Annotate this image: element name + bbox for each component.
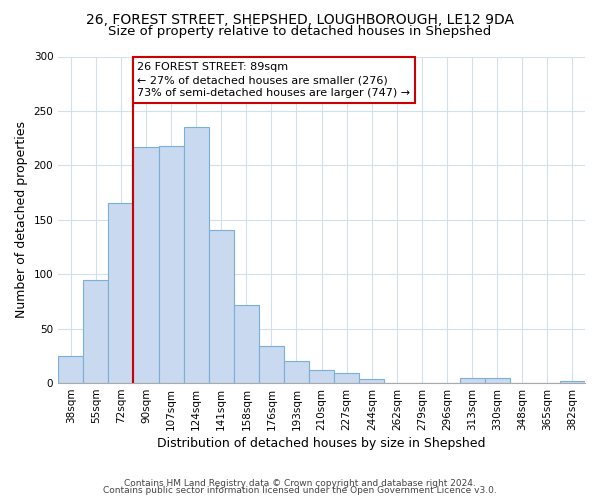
Text: Contains HM Land Registry data © Crown copyright and database right 2024.: Contains HM Land Registry data © Crown c… <box>124 478 476 488</box>
Text: Size of property relative to detached houses in Shepshed: Size of property relative to detached ho… <box>109 25 491 38</box>
X-axis label: Distribution of detached houses by size in Shepshed: Distribution of detached houses by size … <box>157 437 486 450</box>
Bar <box>284 362 309 383</box>
Bar <box>259 346 284 383</box>
Bar <box>309 370 334 383</box>
Bar <box>58 356 83 383</box>
Bar <box>234 304 259 383</box>
Text: Contains public sector information licensed under the Open Government Licence v3: Contains public sector information licen… <box>103 486 497 495</box>
Bar <box>158 146 184 383</box>
Y-axis label: Number of detached properties: Number of detached properties <box>15 122 28 318</box>
Bar <box>184 128 209 383</box>
Text: 26, FOREST STREET, SHEPSHED, LOUGHBOROUGH, LE12 9DA: 26, FOREST STREET, SHEPSHED, LOUGHBOROUG… <box>86 12 514 26</box>
Bar <box>334 374 359 383</box>
Bar <box>83 280 109 383</box>
Bar <box>460 378 485 383</box>
Bar <box>560 381 585 383</box>
Text: 26 FOREST STREET: 89sqm
← 27% of detached houses are smaller (276)
73% of semi-d: 26 FOREST STREET: 89sqm ← 27% of detache… <box>137 62 410 98</box>
Bar <box>133 147 158 383</box>
Bar <box>209 230 234 383</box>
Bar <box>485 378 510 383</box>
Bar <box>359 378 385 383</box>
Bar <box>109 204 133 383</box>
